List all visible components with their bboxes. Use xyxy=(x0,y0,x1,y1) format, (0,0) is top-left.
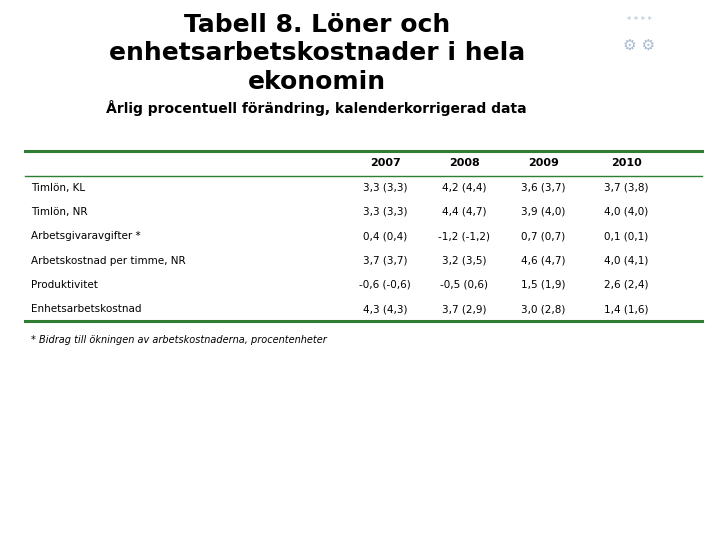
Text: Arbetskostnad per timme, NR: Arbetskostnad per timme, NR xyxy=(31,255,186,266)
Text: 0,4 (0,4): 0,4 (0,4) xyxy=(363,231,408,241)
Text: 4,3 (4,3): 4,3 (4,3) xyxy=(363,304,408,314)
Text: 4,6 (4,7): 4,6 (4,7) xyxy=(521,255,566,266)
Text: Timlön, KL: Timlön, KL xyxy=(31,183,85,193)
Text: 3,3 (3,3): 3,3 (3,3) xyxy=(363,207,408,217)
Text: 3,0 (2,8): 3,0 (2,8) xyxy=(521,304,566,314)
Text: 3,7 (3,7): 3,7 (3,7) xyxy=(363,255,408,266)
Text: -0,5 (0,6): -0,5 (0,6) xyxy=(441,280,488,290)
Text: 4,2 (4,4): 4,2 (4,4) xyxy=(442,183,487,193)
Text: Tabell 8. Löner och: Tabell 8. Löner och xyxy=(184,14,450,37)
Text: 3,2 (3,5): 3,2 (3,5) xyxy=(442,255,487,266)
Text: Produktivitet: Produktivitet xyxy=(31,280,98,290)
Text: Årlig procentuell förändring, kalenderkorrigerad data: Årlig procentuell förändring, kalenderko… xyxy=(107,100,527,117)
Text: 3,9 (4,0): 3,9 (4,0) xyxy=(521,207,566,217)
Text: 0,7 (0,7): 0,7 (0,7) xyxy=(521,231,566,241)
Text: SVERIGES
RIKSBANK: SVERIGES RIKSBANK xyxy=(619,91,659,104)
Text: Källor: Medlingsinstitutet, SCB och Riksbanken: Källor: Medlingsinstitutet, SCB och Riks… xyxy=(369,513,698,526)
Text: 2008: 2008 xyxy=(449,158,480,168)
Text: 1,5 (1,9): 1,5 (1,9) xyxy=(521,280,566,290)
Text: 3,7 (3,8): 3,7 (3,8) xyxy=(604,183,649,193)
Text: 3,7 (2,9): 3,7 (2,9) xyxy=(442,304,487,314)
Text: Enhetsarbetskostnad: Enhetsarbetskostnad xyxy=(31,304,141,314)
Text: * Bidrag till ökningen av arbetskostnaderna, procentenheter: * Bidrag till ökningen av arbetskostnade… xyxy=(31,335,327,345)
Text: 4,0 (4,1): 4,0 (4,1) xyxy=(604,255,649,266)
Text: 4,0 (4,0): 4,0 (4,0) xyxy=(604,207,649,217)
Text: ⚙ ⚙: ⚙ ⚙ xyxy=(623,38,655,53)
Text: Arbetsgivaravgifter *: Arbetsgivaravgifter * xyxy=(31,231,140,241)
Text: enhetsarbetskostnader i hela: enhetsarbetskostnader i hela xyxy=(109,40,525,64)
Text: 3,3 (3,3): 3,3 (3,3) xyxy=(363,183,408,193)
Text: -1,2 (-1,2): -1,2 (-1,2) xyxy=(438,231,490,241)
Text: -0,6 (-0,6): -0,6 (-0,6) xyxy=(359,280,411,290)
Text: 0,1 (0,1): 0,1 (0,1) xyxy=(604,231,649,241)
Text: 2,6 (2,4): 2,6 (2,4) xyxy=(604,280,649,290)
Text: ekonomin: ekonomin xyxy=(248,70,386,94)
Text: 3,6 (3,7): 3,6 (3,7) xyxy=(521,183,566,193)
Text: 4,4 (4,7): 4,4 (4,7) xyxy=(442,207,487,217)
Text: 1,4 (1,6): 1,4 (1,6) xyxy=(604,304,649,314)
Text: 2007: 2007 xyxy=(370,158,400,168)
Text: 2010: 2010 xyxy=(611,158,642,168)
Text: Timlön, NR: Timlön, NR xyxy=(31,207,87,217)
Text: * * * *: * * * * xyxy=(626,16,652,25)
Text: 2009: 2009 xyxy=(528,158,559,168)
